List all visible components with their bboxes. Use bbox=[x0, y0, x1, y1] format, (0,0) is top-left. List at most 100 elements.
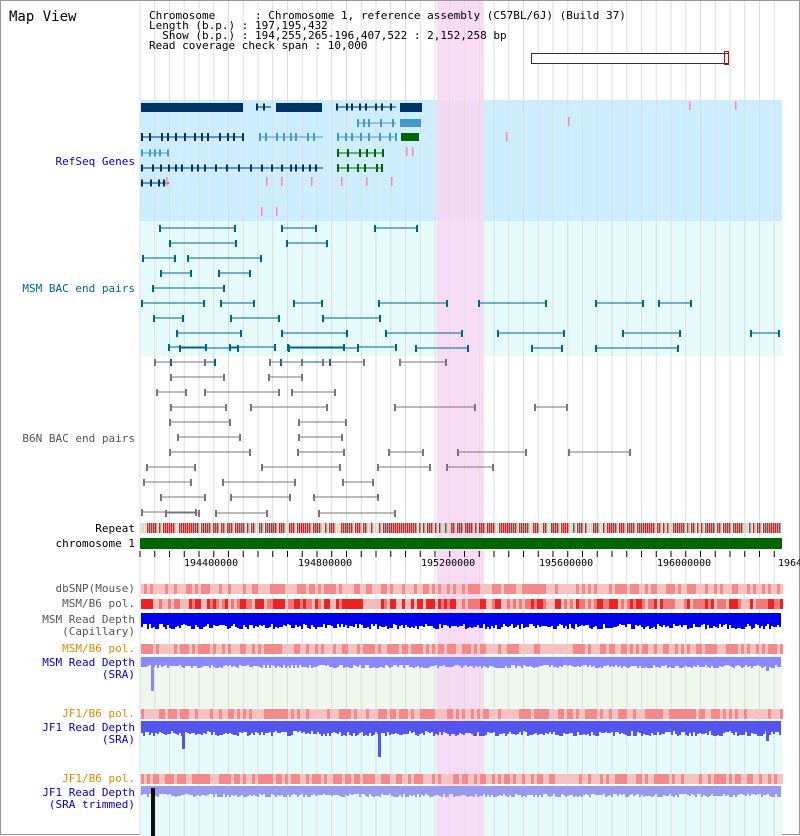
axis-tick-label: 195600000 bbox=[539, 558, 594, 569]
read-depth-bar bbox=[715, 657, 717, 668]
track-label-b6n-bac[interactable]: B6N BAC end pairs bbox=[22, 432, 135, 445]
track-label-msm-b6-pol-1[interactable]: MSM/B6 pol. bbox=[62, 597, 135, 610]
polymorphism-cell bbox=[213, 599, 216, 609]
read-depth-bar bbox=[441, 657, 443, 666]
repeat-mark bbox=[207, 523, 209, 533]
read-depth-bar bbox=[539, 786, 541, 795]
polymorphism-cell bbox=[324, 644, 327, 654]
read-depth-bar bbox=[489, 786, 491, 797]
read-depth-bar bbox=[271, 613, 273, 624]
polymorphism-cell bbox=[525, 584, 528, 594]
polymorphism-cell bbox=[456, 599, 459, 609]
read-depth-bar bbox=[747, 613, 749, 624]
polymorphism-cell bbox=[726, 709, 729, 719]
polymorphism-cell bbox=[633, 709, 636, 719]
track-label-msm-b6-pol-2[interactable]: MSM/B6 pol. bbox=[62, 642, 135, 655]
read-depth-bar bbox=[253, 613, 255, 628]
read-depth-bar bbox=[355, 613, 357, 624]
bac-end bbox=[563, 330, 565, 337]
read-depth-bar bbox=[275, 657, 277, 668]
read-depth-bar bbox=[345, 657, 347, 667]
read-depth-bar bbox=[767, 786, 769, 794]
track-label-msm-depth-capillary[interactable]: MSM Read Depth (Capillary) bbox=[1, 614, 135, 638]
polymorphism-cell bbox=[633, 774, 636, 784]
repeat-mark bbox=[441, 523, 443, 533]
polymorphism-cell bbox=[606, 709, 609, 719]
read-depth-bar bbox=[445, 721, 447, 733]
read-depth-bar bbox=[335, 721, 337, 733]
read-depth-bar bbox=[293, 657, 295, 668]
bac-end bbox=[222, 479, 224, 486]
polymorphism-cell bbox=[243, 584, 246, 594]
polymorphism-cell bbox=[267, 644, 270, 654]
read-depth-bar bbox=[479, 721, 481, 736]
track-label-jf1-depth-sra[interactable]: JF1 Read Depth (SRA) bbox=[1, 722, 135, 746]
polymorphism-cell bbox=[657, 584, 660, 594]
read-depth-bar bbox=[291, 786, 293, 795]
polymorphism-cell bbox=[246, 774, 249, 784]
read-depth-bar bbox=[171, 657, 173, 666]
read-depth-bar bbox=[155, 657, 157, 665]
read-depth-bar bbox=[659, 721, 661, 735]
polymorphism-cell bbox=[348, 709, 351, 719]
polymorphism-cell bbox=[183, 584, 186, 594]
track-label-jf1-b6-pol-2[interactable]: JF1/B6 pol. bbox=[62, 772, 135, 785]
read-depth-bar bbox=[393, 657, 395, 665]
read-depth-bar bbox=[623, 657, 625, 666]
polymorphism-cell bbox=[537, 599, 540, 609]
read-depth-bar bbox=[665, 786, 667, 796]
polymorphism-cell bbox=[495, 599, 498, 609]
read-depth-bar bbox=[207, 786, 209, 795]
read-depth-bar bbox=[749, 786, 751, 796]
read-depth-bar bbox=[193, 657, 195, 666]
chromosome-ideogram[interactable] bbox=[531, 53, 729, 64]
read-depth-bar bbox=[639, 657, 641, 666]
polymorphism-cell bbox=[228, 774, 231, 784]
repeat-mark bbox=[195, 523, 197, 533]
bac-end bbox=[261, 464, 263, 471]
read-depth-bar bbox=[591, 721, 593, 732]
track-label-jf1-depth-trimmed[interactable]: JF1 Read Depth (SRA trimmed) bbox=[1, 787, 135, 811]
polymorphism-cell bbox=[516, 584, 519, 594]
repeat-mark bbox=[187, 523, 189, 533]
polymorphism-cell bbox=[414, 644, 417, 654]
repeat-mark bbox=[459, 523, 461, 533]
highlight-region[interactable] bbox=[437, 1, 484, 836]
polymorphism-cell bbox=[594, 644, 597, 654]
polymorphism-cell bbox=[693, 774, 696, 784]
read-depth-bar bbox=[777, 657, 779, 667]
read-depth-bar bbox=[513, 657, 515, 665]
read-depth-bar bbox=[583, 786, 585, 795]
read-depth-bar bbox=[483, 721, 485, 736]
read-depth-bar bbox=[211, 721, 213, 735]
polymorphism-cell bbox=[330, 774, 333, 784]
track-label-chromosome[interactable]: chromosome 1 bbox=[55, 537, 135, 550]
polymorphism-cell bbox=[612, 584, 615, 594]
track-label-refseq[interactable]: RefSeq Genes bbox=[55, 155, 135, 168]
read-depth-bar bbox=[177, 657, 179, 666]
polymorphism-cell bbox=[597, 774, 600, 784]
track-label-msm-bac[interactable]: MSM BAC end pairs bbox=[22, 282, 135, 295]
read-depth-bar bbox=[705, 613, 707, 629]
read-depth-bar bbox=[275, 786, 277, 797]
polymorphism-cell bbox=[696, 599, 699, 609]
polymorphism-cell bbox=[573, 709, 576, 719]
read-depth-bar bbox=[639, 613, 641, 625]
bac-end bbox=[595, 345, 597, 352]
gene-exon bbox=[347, 149, 349, 157]
read-depth-bar bbox=[355, 657, 357, 666]
repeat-mark bbox=[741, 523, 743, 533]
bac-end bbox=[289, 494, 291, 501]
polymorphism-cell bbox=[564, 774, 567, 784]
repeat-mark bbox=[503, 523, 505, 533]
bac-end bbox=[203, 300, 205, 307]
track-label-repeat[interactable]: Repeat bbox=[95, 522, 135, 535]
polymorphism-cell bbox=[273, 709, 276, 719]
repeat-mark bbox=[643, 523, 645, 533]
track-label-dbsnp[interactable]: dbSNP(Mouse) bbox=[55, 582, 135, 595]
read-depth-spike bbox=[766, 721, 769, 741]
track-label-msm-depth-sra[interactable]: MSM Read Depth (SRA) bbox=[1, 657, 135, 681]
track-label-jf1-b6-pol-1[interactable]: JF1/B6 pol. bbox=[62, 707, 135, 720]
read-depth-bar bbox=[325, 786, 327, 795]
